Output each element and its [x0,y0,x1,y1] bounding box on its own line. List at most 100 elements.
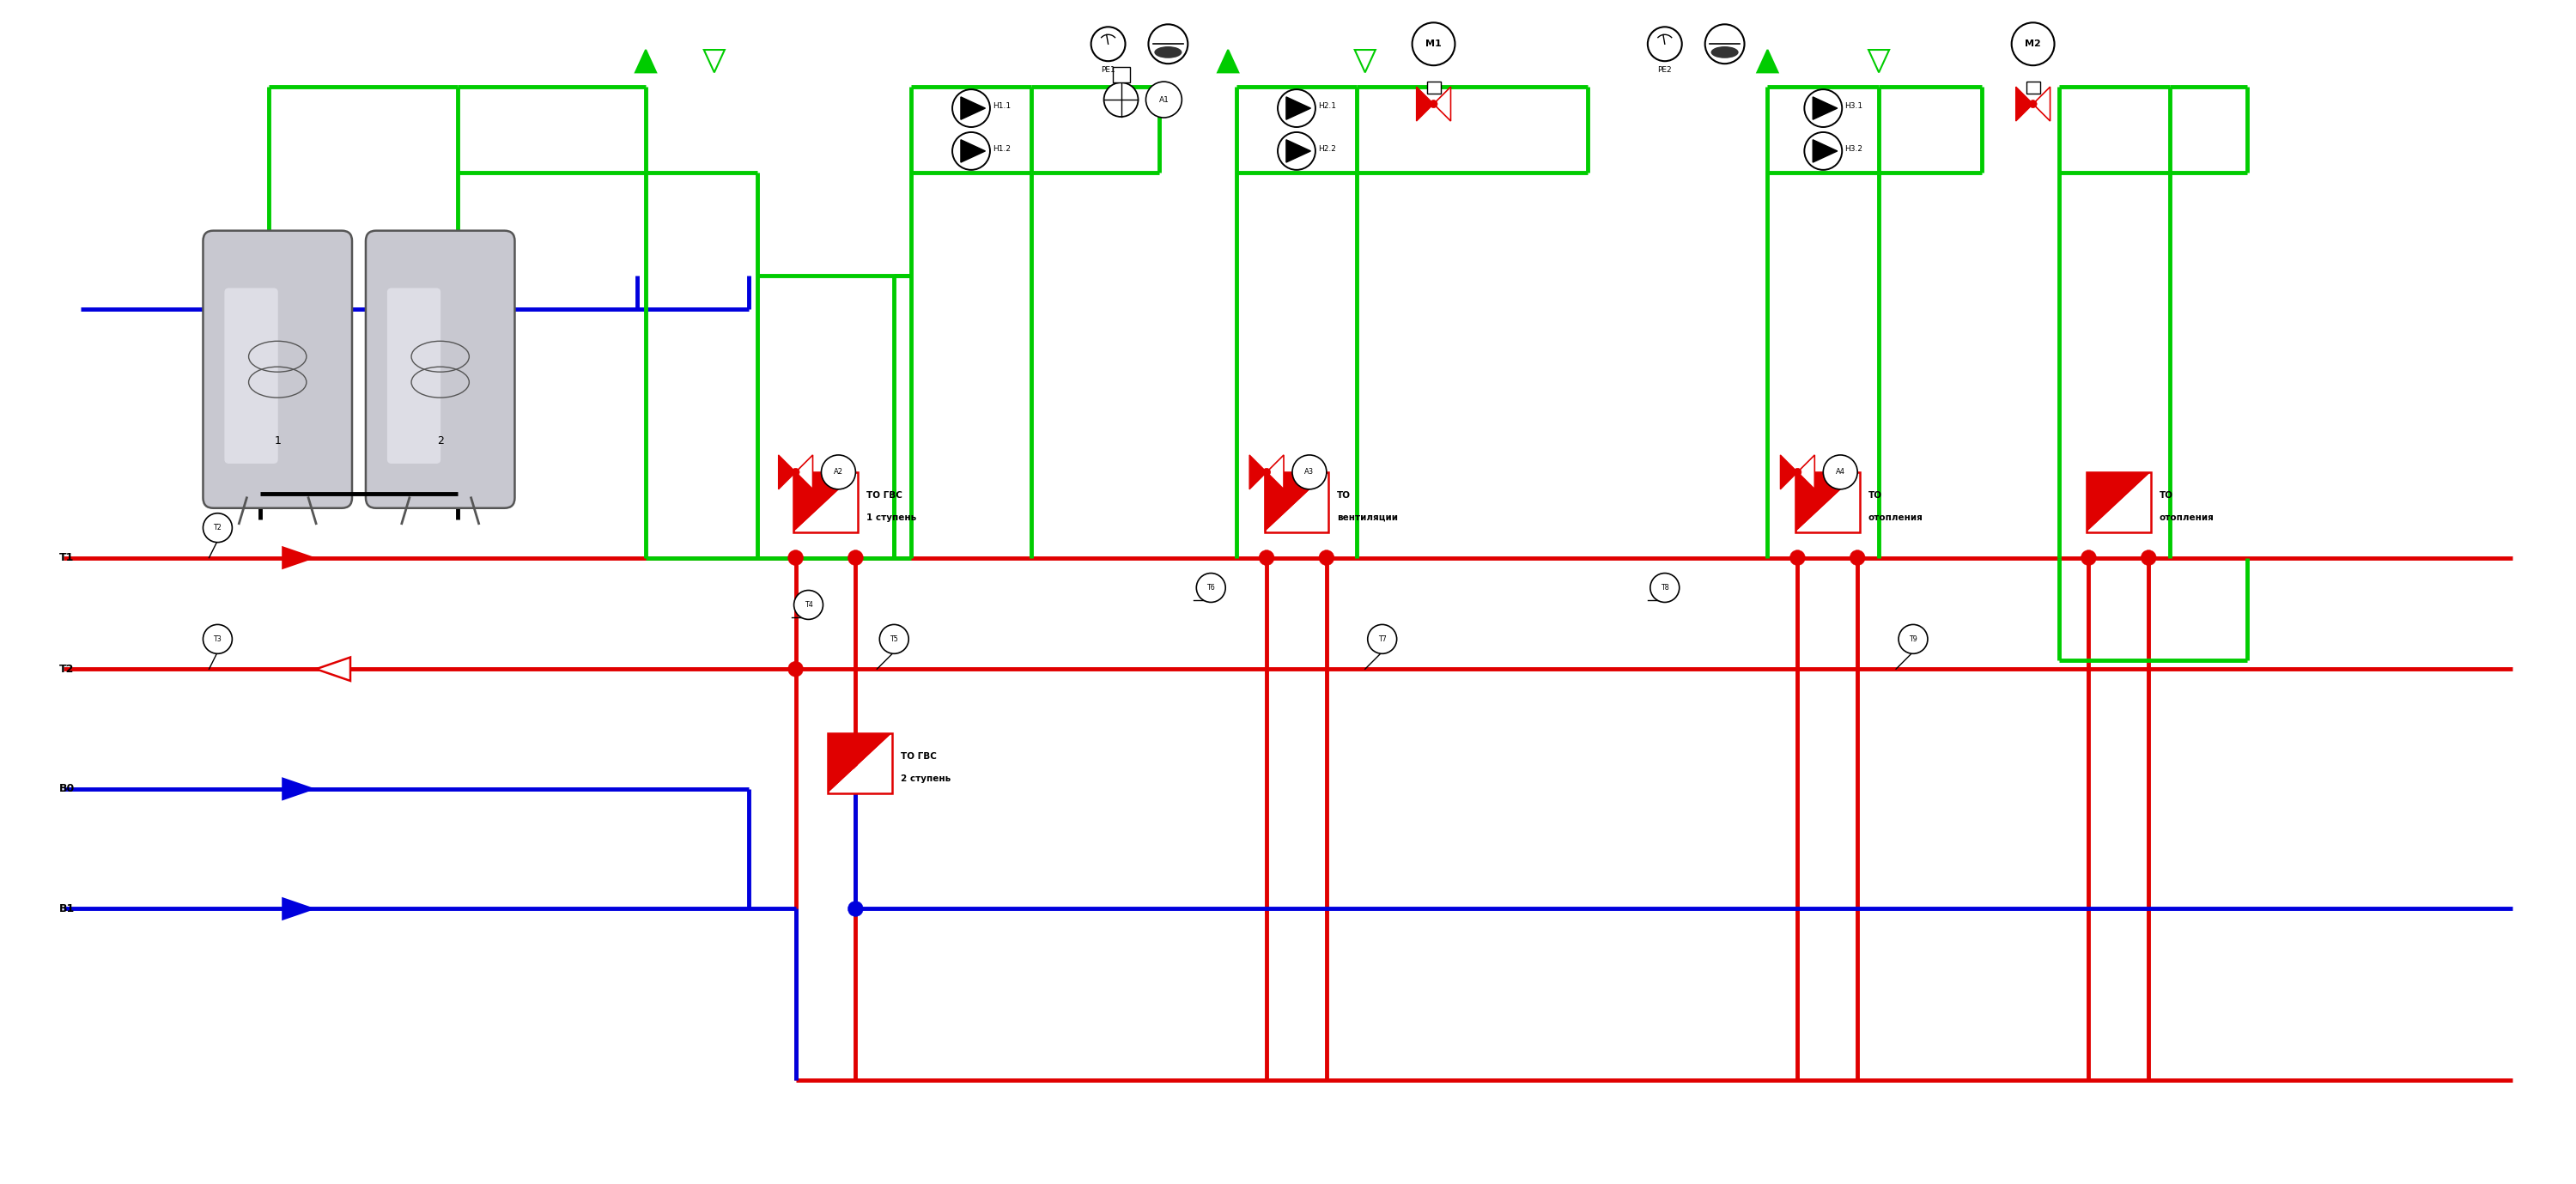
Circle shape [1793,469,1801,476]
Polygon shape [793,472,858,532]
Ellipse shape [1154,46,1182,58]
Polygon shape [1435,86,1450,121]
Polygon shape [1218,50,1239,72]
Circle shape [1412,22,1455,65]
Circle shape [953,89,989,127]
Text: вентиляции: вентиляции [1337,513,1399,522]
Circle shape [1262,469,1270,476]
Circle shape [204,513,232,542]
Circle shape [788,662,804,677]
Text: H2.2: H2.2 [1319,146,1337,153]
Text: PE1: PE1 [1100,66,1115,73]
Circle shape [1705,25,1744,64]
Circle shape [1651,573,1680,603]
Text: ТО ГВС: ТО ГВС [902,752,938,760]
FancyBboxPatch shape [224,288,278,464]
Circle shape [1149,25,1188,64]
Ellipse shape [1710,46,1739,58]
Polygon shape [2087,472,2151,532]
Polygon shape [1265,472,1329,532]
Polygon shape [827,733,891,793]
Polygon shape [1285,97,1311,120]
Polygon shape [778,455,796,489]
Circle shape [1368,624,1396,654]
Polygon shape [1798,455,1814,489]
Text: T2: T2 [59,663,75,675]
Text: T6: T6 [1206,584,1216,592]
Circle shape [1293,455,1327,489]
Text: ТО ГВС: ТО ГВС [866,491,902,500]
Text: 2: 2 [438,436,443,446]
Polygon shape [793,472,858,532]
Polygon shape [281,777,317,800]
Text: T7: T7 [1378,636,1386,643]
Text: 1: 1 [273,436,281,446]
Text: H1.1: H1.1 [992,103,1010,110]
Text: A3: A3 [1303,468,1314,476]
Polygon shape [281,546,317,570]
Circle shape [1319,551,1334,566]
Text: H3.2: H3.2 [1844,146,1862,153]
Text: B0: B0 [59,784,75,794]
Polygon shape [1814,97,1837,120]
Circle shape [2012,22,2056,65]
Polygon shape [1795,472,1860,532]
Circle shape [204,624,232,654]
Polygon shape [961,97,984,120]
Polygon shape [827,733,891,793]
Bar [2027,82,2040,94]
Text: M1: M1 [1425,40,1443,49]
Polygon shape [1249,455,1267,489]
Circle shape [953,133,989,169]
Text: T2: T2 [214,523,222,532]
Bar [1427,82,1440,94]
Circle shape [1278,133,1316,169]
Polygon shape [1814,140,1837,162]
Circle shape [2141,551,2156,566]
Polygon shape [2087,472,2151,532]
Circle shape [1260,551,1275,566]
Text: отопления: отопления [2159,513,2215,522]
Polygon shape [703,50,724,72]
Text: ТО: ТО [1868,491,1883,500]
Circle shape [822,455,855,489]
Circle shape [2030,101,2038,108]
Polygon shape [1780,455,1798,489]
Polygon shape [1267,455,1283,489]
Polygon shape [1265,472,1329,532]
Text: B1: B1 [59,903,75,914]
Circle shape [1278,89,1316,127]
Polygon shape [2017,86,2032,121]
Polygon shape [636,50,657,72]
Bar [1113,67,1131,83]
Circle shape [1899,624,1927,654]
Text: T1: T1 [59,552,75,564]
Circle shape [848,551,863,566]
FancyBboxPatch shape [386,288,440,464]
Circle shape [878,624,909,654]
Circle shape [1092,27,1126,62]
Polygon shape [1285,140,1311,162]
Polygon shape [2032,86,2050,121]
Polygon shape [1868,50,1888,72]
Text: 1 ступень: 1 ступень [866,513,917,522]
Polygon shape [796,455,814,489]
Polygon shape [317,657,350,681]
Circle shape [1850,551,1865,566]
Text: T8: T8 [1662,584,1669,592]
Circle shape [1146,82,1182,117]
FancyBboxPatch shape [366,231,515,508]
Polygon shape [1417,86,1435,121]
FancyBboxPatch shape [204,231,353,508]
Text: M2: M2 [2025,40,2040,49]
Circle shape [1803,133,1842,169]
Text: A4: A4 [1837,468,1844,476]
Text: H2.1: H2.1 [1319,103,1337,110]
Text: T3: T3 [214,636,222,643]
Polygon shape [281,897,317,921]
Text: H3.1: H3.1 [1844,103,1862,110]
Circle shape [1430,101,1437,108]
Text: PE2: PE2 [1656,66,1672,73]
Text: A1: A1 [1159,96,1170,103]
Polygon shape [1757,50,1777,72]
